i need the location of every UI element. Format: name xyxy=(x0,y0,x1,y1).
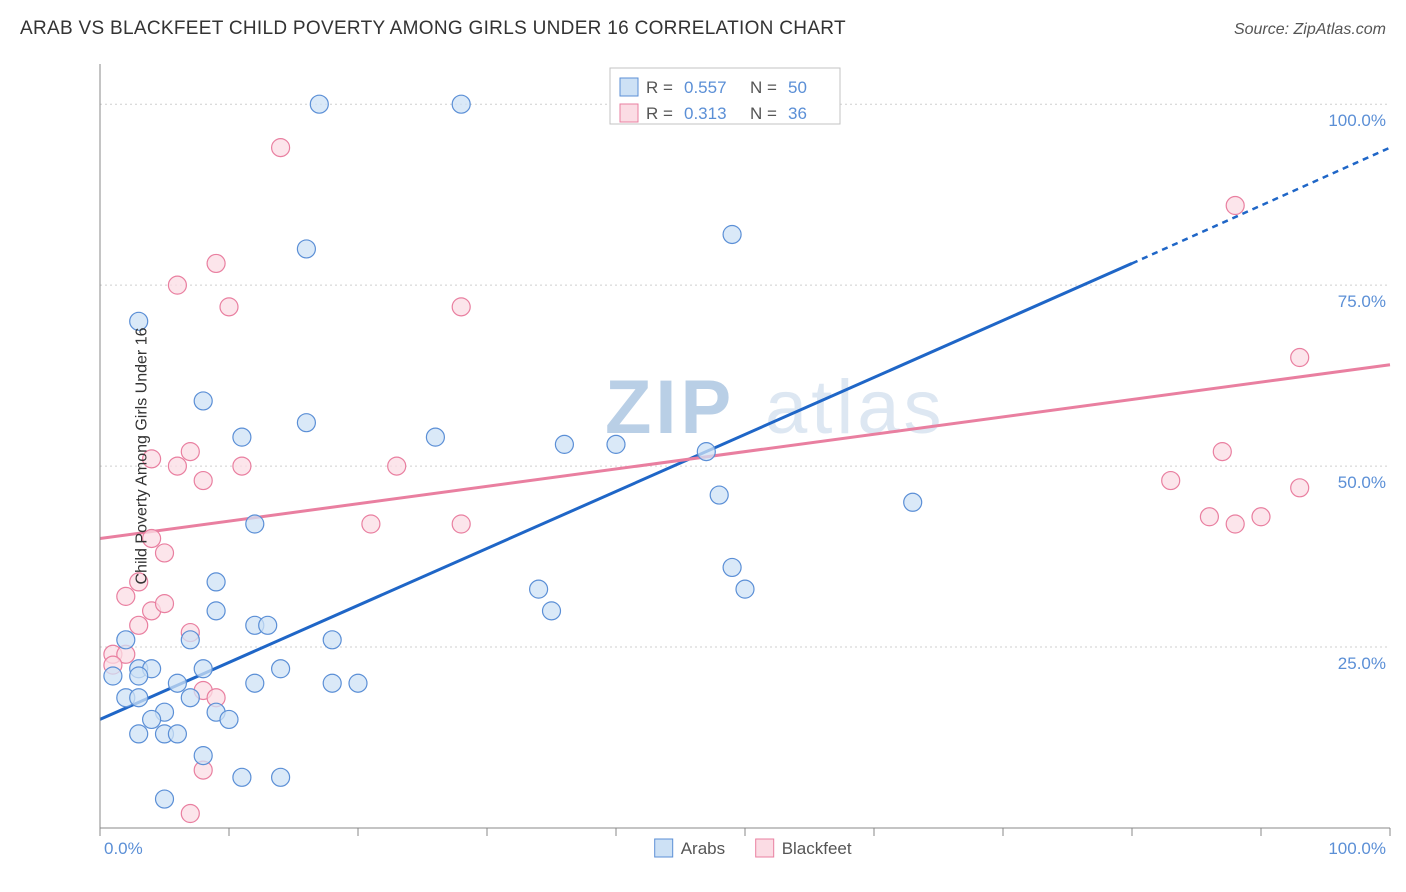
svg-text:R =: R = xyxy=(646,104,673,123)
svg-text:0.0%: 0.0% xyxy=(104,839,143,858)
svg-text:ZIP: ZIP xyxy=(605,365,735,450)
svg-text:50: 50 xyxy=(788,78,807,97)
svg-text:36: 36 xyxy=(788,104,807,123)
svg-text:0.557: 0.557 xyxy=(684,78,727,97)
y-axis-label: Child Poverty Among Girls Under 16 xyxy=(134,328,152,585)
svg-text:N =: N = xyxy=(750,78,777,97)
chart-header: ARAB VS BLACKFEET CHILD POVERTY AMONG GI… xyxy=(0,0,1406,48)
svg-text:100.0%: 100.0% xyxy=(1328,111,1386,130)
svg-text:50.0%: 50.0% xyxy=(1338,473,1386,492)
svg-text:25.0%: 25.0% xyxy=(1338,654,1386,673)
correlation-legend: R = 0.557 N = 50 R = 0.313 N = 36 xyxy=(610,68,840,124)
series-legend: Arabs Blackfeet xyxy=(655,839,852,858)
chart-area: Child Poverty Among Girls Under 16 25.0%… xyxy=(50,50,1406,862)
svg-text:100.0%: 100.0% xyxy=(1328,839,1386,858)
chart-title: ARAB VS BLACKFEET CHILD POVERTY AMONG GI… xyxy=(20,18,846,40)
svg-text:N =: N = xyxy=(750,104,777,123)
svg-text:0.313: 0.313 xyxy=(684,104,727,123)
svg-text:Arabs: Arabs xyxy=(681,839,725,858)
svg-text:R =: R = xyxy=(646,78,673,97)
chart-source: Source: ZipAtlas.com xyxy=(1234,21,1386,39)
svg-text:Blackfeet: Blackfeet xyxy=(782,839,852,858)
scatter-chart: 25.0%50.0%75.0%100.0%ZIPatlas0.0%100.0%R… xyxy=(50,50,1406,872)
svg-text:75.0%: 75.0% xyxy=(1338,292,1386,311)
